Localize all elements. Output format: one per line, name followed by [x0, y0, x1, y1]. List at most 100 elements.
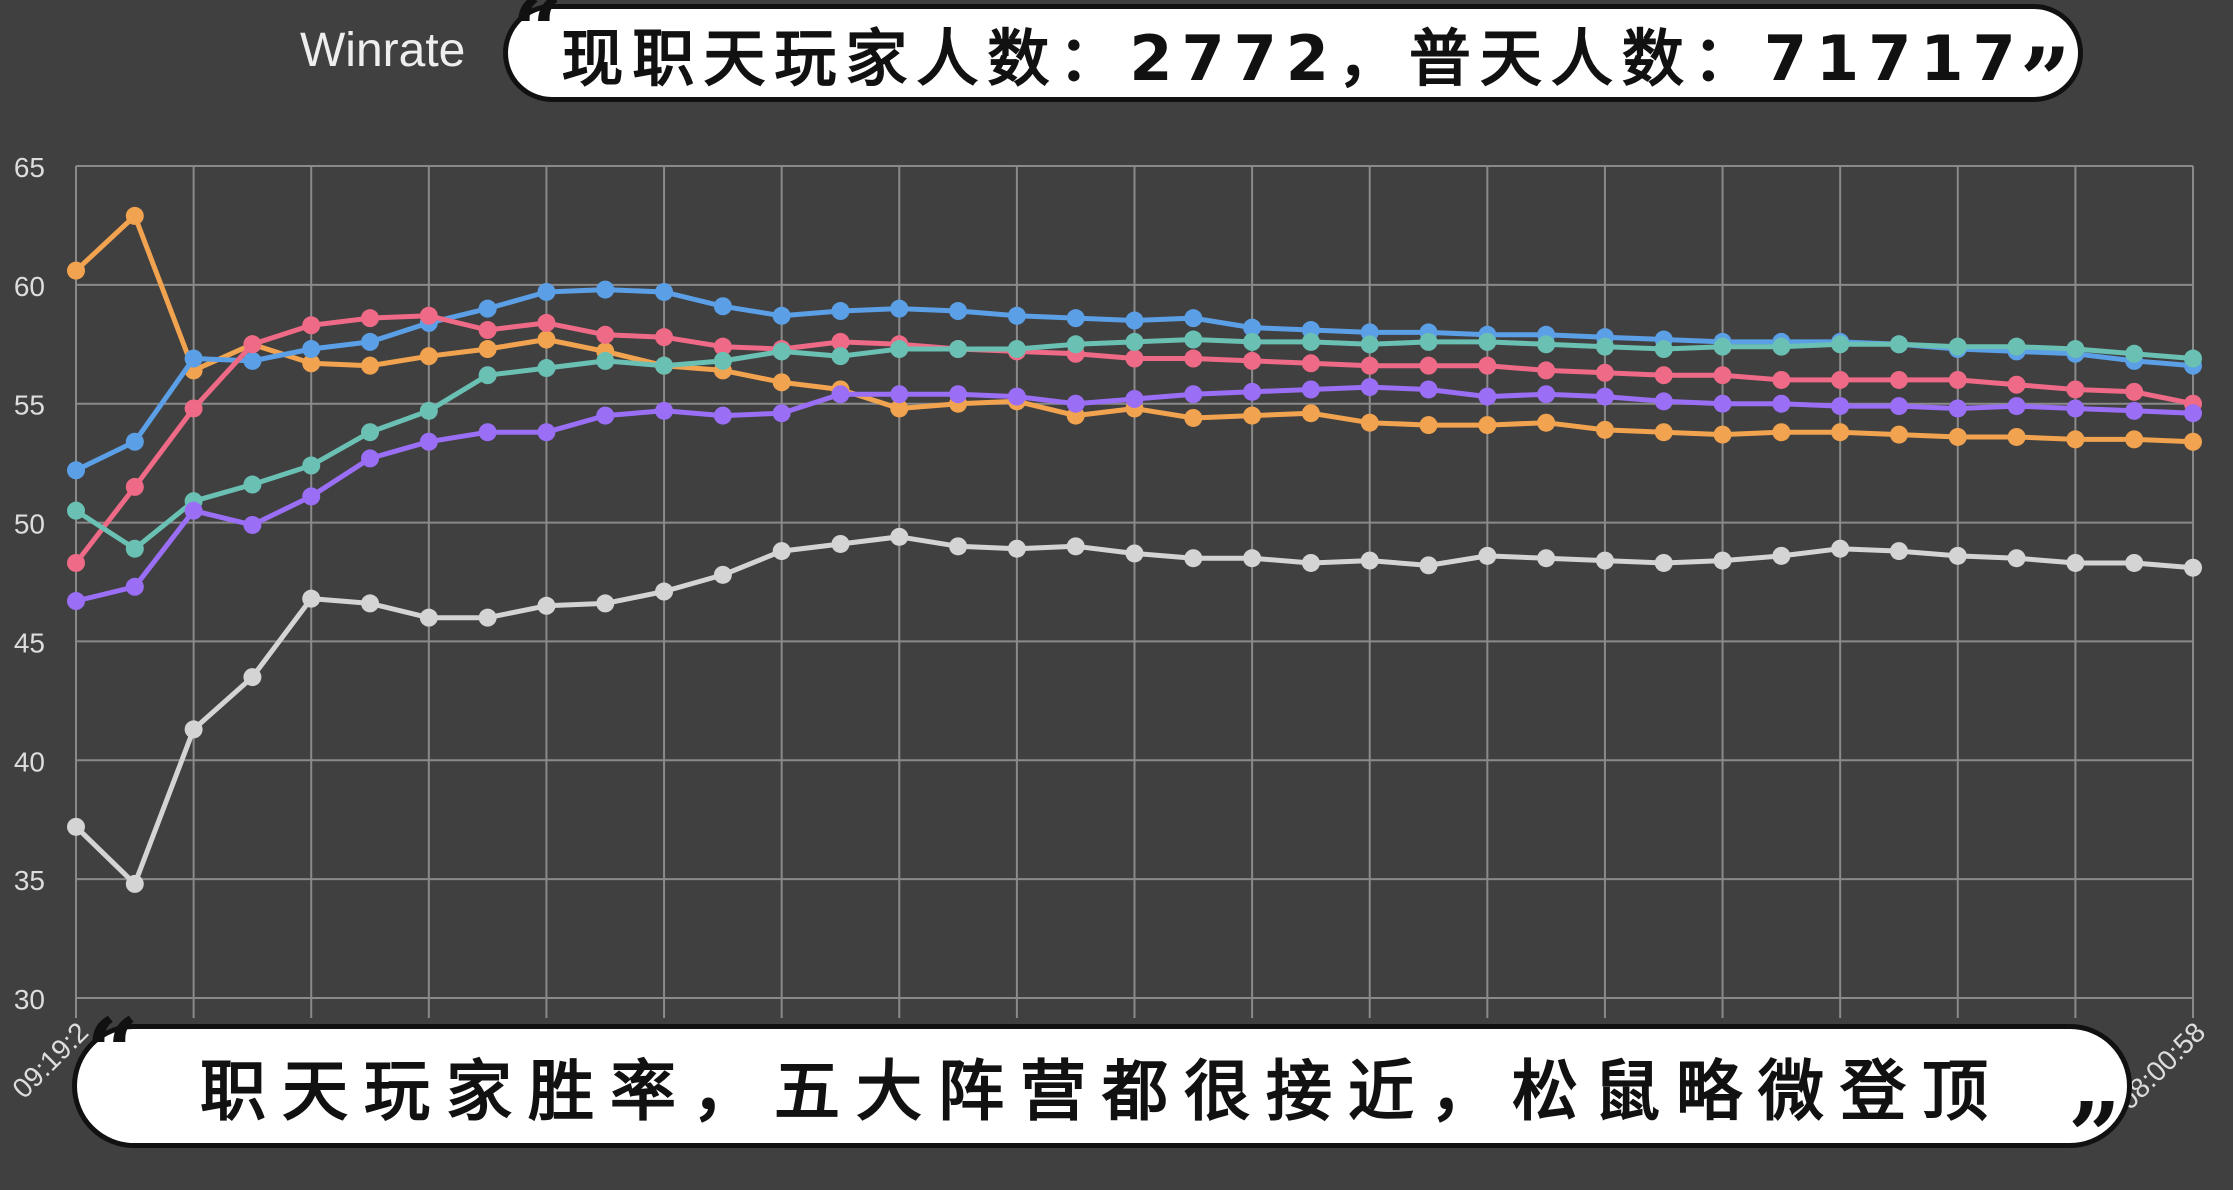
- data-point: [2007, 549, 2026, 568]
- data-point: [596, 594, 615, 613]
- data-point: [125, 432, 144, 451]
- data-point: [2007, 337, 2026, 356]
- data-point: [1184, 385, 1203, 404]
- data-point: [1713, 425, 1732, 444]
- data-point: [1125, 389, 1144, 408]
- data-point: [1595, 363, 1614, 382]
- data-point: [361, 594, 380, 613]
- data-point: [1184, 309, 1203, 328]
- data-point: [1537, 549, 1556, 568]
- data-point: [890, 299, 909, 318]
- data-point: [949, 537, 968, 556]
- data-point: [772, 373, 791, 392]
- data-point: [772, 342, 791, 361]
- data-point: [1419, 556, 1438, 575]
- data-point: [1301, 332, 1320, 351]
- data-point: [713, 351, 732, 370]
- data-point: [67, 592, 85, 611]
- data-point: [419, 306, 438, 325]
- data-point: [1478, 356, 1497, 375]
- data-point: [831, 385, 850, 404]
- data-point: [302, 589, 321, 608]
- data-point: [1478, 387, 1497, 406]
- series-layer: [67, 206, 2202, 893]
- data-point: [2125, 401, 2144, 420]
- data-point: [302, 487, 321, 506]
- data-point: [1948, 399, 1967, 418]
- data-point: [2066, 340, 2085, 359]
- data-point: [1066, 537, 1085, 556]
- data-point: [1243, 332, 1262, 351]
- data-point: [2125, 344, 2144, 363]
- data-point: [596, 406, 615, 425]
- data-point: [2066, 430, 2085, 449]
- data-point: [478, 608, 497, 627]
- data-point: [596, 351, 615, 370]
- data-point: [772, 306, 791, 325]
- data-point: [1654, 392, 1673, 411]
- data-point: [1360, 378, 1379, 397]
- data-point: [655, 356, 674, 375]
- data-point: [243, 475, 262, 494]
- data-point: [2184, 349, 2202, 368]
- data-point: [361, 449, 380, 468]
- data-point: [655, 582, 674, 601]
- data-point: [1419, 356, 1438, 375]
- data-point: [2184, 432, 2202, 451]
- data-point: [1772, 370, 1791, 389]
- data-point: [302, 316, 321, 335]
- data-point: [1301, 553, 1320, 572]
- data-point: [1184, 549, 1203, 568]
- data-point: [125, 874, 144, 893]
- y-tick-label: 30: [14, 984, 45, 1015]
- data-point: [2066, 399, 2085, 418]
- data-point: [1125, 332, 1144, 351]
- data-point: [1831, 335, 1850, 354]
- data-point: [713, 297, 732, 316]
- data-point: [1537, 335, 1556, 354]
- data-point: [1654, 340, 1673, 359]
- data-point: [1007, 539, 1026, 558]
- data-point: [125, 206, 144, 225]
- data-point: [831, 534, 850, 553]
- data-point: [655, 328, 674, 347]
- y-tick-label: 40: [14, 746, 45, 777]
- data-point: [713, 406, 732, 425]
- data-point: [1772, 337, 1791, 356]
- data-point: [713, 565, 732, 584]
- data-point: [1360, 413, 1379, 432]
- data-point: [2007, 397, 2026, 416]
- series-4: [67, 378, 2202, 611]
- data-point: [1125, 544, 1144, 563]
- data-point: [655, 282, 674, 301]
- data-point: [1360, 551, 1379, 570]
- data-point: [1713, 551, 1732, 570]
- data-point: [361, 356, 380, 375]
- data-point: [302, 456, 321, 475]
- data-point: [1595, 337, 1614, 356]
- data-point: [1243, 318, 1262, 337]
- close-quote-mark: ”: [2068, 1082, 2121, 1190]
- data-point: [890, 340, 909, 359]
- open-quote-mark: “: [512, 0, 563, 82]
- data-point: [1948, 427, 1967, 446]
- close-quote-mark: ”: [2020, 28, 2071, 132]
- data-point: [655, 401, 674, 420]
- data-point: [2007, 427, 2026, 446]
- data-point: [596, 325, 615, 344]
- data-point: [184, 399, 203, 418]
- data-point: [1831, 423, 1850, 442]
- data-point: [1360, 335, 1379, 354]
- data-point: [949, 302, 968, 321]
- data-point: [1595, 420, 1614, 439]
- data-point: [361, 332, 380, 351]
- chart-grid: [75, 165, 2194, 1018]
- data-point: [478, 366, 497, 385]
- data-point: [1654, 553, 1673, 572]
- data-point: [1184, 330, 1203, 349]
- data-point: [1007, 306, 1026, 325]
- data-point: [537, 330, 556, 349]
- data-point: [125, 539, 144, 558]
- y-tick-label: 60: [14, 271, 45, 302]
